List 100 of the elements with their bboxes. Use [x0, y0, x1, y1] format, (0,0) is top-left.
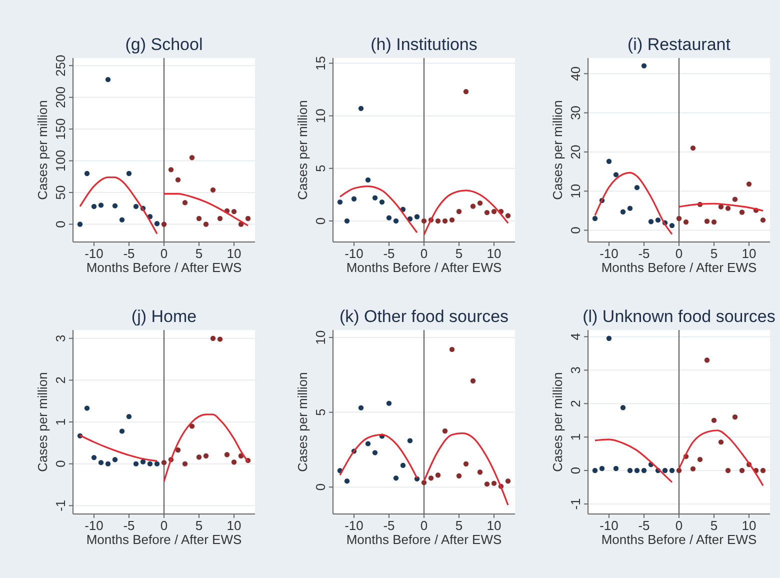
y-tick-label: 10 [313, 108, 328, 124]
point [449, 346, 455, 352]
point [505, 478, 511, 484]
line-series [79, 176, 158, 235]
point [634, 184, 640, 190]
point [442, 428, 448, 434]
y-tick-label: 20 [568, 144, 583, 160]
point [91, 204, 97, 210]
x-tick-label: -5 [123, 246, 135, 261]
point [428, 476, 434, 481]
x-tick-label: -5 [383, 246, 395, 261]
x-tick-label: 5 [455, 518, 463, 533]
x-tick-label: -5 [638, 518, 650, 533]
point [231, 460, 237, 465]
point [372, 195, 378, 200]
point [154, 461, 160, 466]
point [760, 468, 766, 474]
point [449, 217, 455, 223]
point [224, 452, 230, 458]
point [725, 206, 731, 211]
point [463, 461, 469, 466]
point [620, 405, 626, 410]
point [386, 400, 392, 406]
point [119, 217, 125, 222]
point [627, 206, 633, 211]
y-tick-label: -1 [568, 498, 583, 510]
point [627, 468, 633, 474]
y-tick-label: 3 [568, 366, 583, 374]
point [641, 63, 647, 68]
y-axis-title: Cases per million [550, 100, 565, 200]
point [725, 468, 731, 474]
point [189, 155, 195, 160]
y-tick-label: 0 [53, 220, 68, 228]
x-tick-label: -5 [383, 518, 395, 533]
y-tick-label: 2 [568, 400, 583, 408]
point [400, 462, 406, 468]
point [84, 406, 90, 411]
point [372, 450, 378, 456]
y-tick-label: 150 [53, 118, 68, 140]
point [641, 468, 647, 474]
point [613, 172, 619, 178]
point [711, 219, 717, 225]
line-series [423, 190, 509, 236]
point [358, 405, 364, 410]
x-tick-label: -10 [600, 246, 618, 261]
y-tick-label: 40 [568, 66, 583, 81]
point [592, 468, 598, 474]
point [203, 453, 209, 458]
point [690, 145, 696, 151]
line-series [594, 438, 673, 484]
point [435, 472, 441, 478]
x-tick-label: 0 [675, 246, 683, 261]
y-tick-label: 250 [53, 54, 68, 76]
y-tick-label: 4 [568, 333, 583, 340]
x-tick-label: -5 [638, 246, 650, 261]
chart-title: (g) School [125, 35, 203, 54]
point [463, 89, 469, 94]
point [491, 208, 497, 214]
point [112, 203, 118, 208]
point [154, 221, 160, 226]
line-series [163, 192, 249, 226]
point [351, 196, 357, 202]
point [119, 428, 125, 434]
x-tick-label: -10 [344, 518, 364, 533]
point [760, 217, 766, 223]
x-axis-title: Months Before / After EWS [346, 532, 502, 547]
y-tick-label: 0 [53, 460, 68, 468]
point [112, 457, 118, 462]
x-tick-label: 10 [742, 246, 756, 261]
chart-title: (k) Other food sources [339, 307, 509, 326]
point [739, 210, 745, 215]
point [161, 222, 167, 227]
y-tick-label: 0 [568, 226, 583, 234]
point [711, 418, 717, 423]
x-tick-label: 10 [226, 518, 242, 533]
point [133, 461, 139, 466]
point [435, 218, 441, 224]
point [683, 219, 689, 225]
y-axis-title: Cases per million [35, 372, 50, 472]
point [613, 466, 619, 472]
y-tick-label: 15 [313, 56, 328, 70]
point [620, 209, 626, 214]
point [77, 222, 83, 227]
x-tick-label: 10 [486, 518, 502, 533]
point [442, 218, 448, 224]
point [337, 199, 343, 205]
y-tick-label: 2 [53, 376, 68, 384]
x-axis-title: Months Before / After EWS [346, 260, 502, 275]
point [245, 216, 251, 222]
point [470, 204, 476, 209]
x-tick-label: 0 [160, 518, 168, 533]
point [379, 199, 385, 205]
point [91, 454, 97, 460]
point [732, 414, 738, 420]
point [697, 456, 703, 462]
x-tick-label: -10 [344, 246, 364, 261]
point [746, 181, 752, 187]
chart-title: (i) Restaurant [628, 35, 731, 54]
point [739, 468, 745, 474]
y-tick-label: 30 [568, 106, 583, 120]
